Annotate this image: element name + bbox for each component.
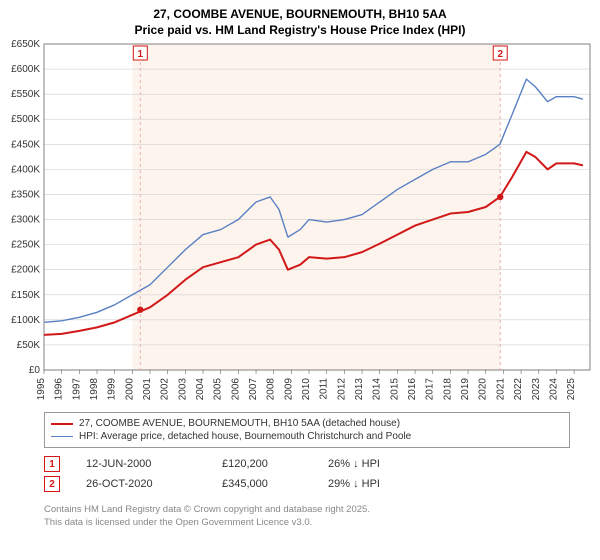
- svg-text:2019: 2019: [460, 378, 471, 401]
- svg-text:2022: 2022: [513, 378, 524, 401]
- svg-text:2007: 2007: [248, 378, 259, 401]
- svg-text:£250K: £250K: [11, 240, 40, 251]
- svg-text:2020: 2020: [478, 378, 489, 401]
- legend-swatch: [51, 436, 73, 437]
- title-line-2: Price paid vs. HM Land Registry's House …: [0, 22, 600, 38]
- svg-text:£600K: £600K: [11, 64, 40, 75]
- svg-text:1999: 1999: [107, 378, 118, 401]
- svg-text:2012: 2012: [336, 378, 347, 401]
- attribution-line-1: Contains HM Land Registry data © Crown c…: [44, 504, 570, 516]
- marker-badge: 2: [44, 476, 60, 492]
- chart-svg: £0 £50K £100K £150K £200K £250K £300K £350K £400…: [0, 38, 600, 408]
- svg-text:£400K: £400K: [11, 165, 40, 176]
- legend-row: 27, COOMBE AVENUE, BOURNEMOUTH, BH10 5AA…: [51, 417, 563, 430]
- legend-row: HPI: Average price, detached house, Bour…: [51, 430, 563, 443]
- svg-text:£450K: £450K: [11, 140, 40, 151]
- svg-text:2015: 2015: [389, 378, 400, 401]
- svg-text:2010: 2010: [301, 378, 312, 401]
- marker-table-row: 2 26-OCT-2020 £345,000 29% ↓ HPI: [44, 474, 570, 494]
- marker-delta: 29% ↓ HPI: [328, 478, 380, 490]
- svg-text:£550K: £550K: [11, 90, 40, 101]
- svg-text:2003: 2003: [177, 378, 188, 401]
- svg-text:2006: 2006: [230, 378, 241, 401]
- marker-table: 1 12-JUN-2000 £120,200 26% ↓ HPI 2 26-OCT-202…: [44, 454, 570, 494]
- legend-label: 27, COOMBE AVENUE, BOURNEMOUTH, BH10 5AA…: [79, 418, 400, 429]
- marker-badge: 1: [44, 456, 60, 472]
- chart-title: 27, COOMBE AVENUE, BOURNEMOUTH, BH10 5AA…: [0, 0, 600, 38]
- svg-text:2024: 2024: [548, 378, 559, 401]
- svg-text:£50K: £50K: [17, 340, 41, 351]
- marker-date: 26-OCT-2020: [86, 478, 196, 490]
- marker-price: £345,000: [222, 478, 302, 490]
- svg-text:2018: 2018: [442, 378, 453, 401]
- svg-text:2021: 2021: [495, 378, 506, 401]
- svg-text:£150K: £150K: [11, 290, 40, 301]
- svg-text:£300K: £300K: [11, 215, 40, 226]
- svg-text:2: 2: [497, 49, 503, 60]
- svg-text:£200K: £200K: [11, 265, 40, 276]
- svg-text:2008: 2008: [266, 378, 277, 401]
- svg-text:2023: 2023: [531, 378, 542, 401]
- svg-text:2017: 2017: [425, 378, 436, 401]
- chart-area: £0 £50K £100K £150K £200K £250K £300K £350K £400…: [0, 38, 600, 408]
- svg-text:2025: 2025: [566, 378, 577, 401]
- legend-swatch: [51, 423, 73, 425]
- svg-text:2011: 2011: [319, 378, 330, 400]
- svg-text:2000: 2000: [124, 378, 135, 401]
- svg-text:1998: 1998: [89, 378, 100, 401]
- svg-text:2004: 2004: [195, 378, 206, 401]
- svg-text:2005: 2005: [213, 378, 224, 401]
- svg-text:2001: 2001: [142, 378, 153, 401]
- svg-text:£350K: £350K: [11, 190, 40, 201]
- marker-table-row: 1 12-JUN-2000 £120,200 26% ↓ HPI: [44, 454, 570, 474]
- legend: 27, COOMBE AVENUE, BOURNEMOUTH, BH10 5AA…: [44, 412, 570, 448]
- marker-price: £120,200: [222, 458, 302, 470]
- marker-date: 12-JUN-2000: [86, 458, 196, 470]
- svg-text:£0: £0: [29, 365, 41, 376]
- attribution: Contains HM Land Registry data © Crown c…: [44, 504, 570, 529]
- svg-text:2002: 2002: [160, 378, 171, 401]
- marker-delta: 26% ↓ HPI: [328, 458, 380, 470]
- svg-text:2014: 2014: [372, 378, 383, 401]
- attribution-line-2: This data is licensed under the Open Gov…: [44, 517, 570, 529]
- svg-text:£650K: £650K: [11, 39, 40, 50]
- svg-text:1995: 1995: [36, 378, 47, 401]
- legend-label: HPI: Average price, detached house, Bour…: [79, 431, 411, 442]
- svg-text:2013: 2013: [354, 378, 365, 401]
- svg-text:2016: 2016: [407, 378, 418, 401]
- svg-text:£100K: £100K: [11, 315, 40, 326]
- title-line-1: 27, COOMBE AVENUE, BOURNEMOUTH, BH10 5AA: [0, 6, 600, 22]
- svg-text:2009: 2009: [283, 378, 294, 401]
- svg-text:1996: 1996: [54, 378, 65, 401]
- svg-text:£500K: £500K: [11, 115, 40, 126]
- svg-text:1: 1: [138, 49, 144, 60]
- svg-text:1997: 1997: [71, 378, 82, 401]
